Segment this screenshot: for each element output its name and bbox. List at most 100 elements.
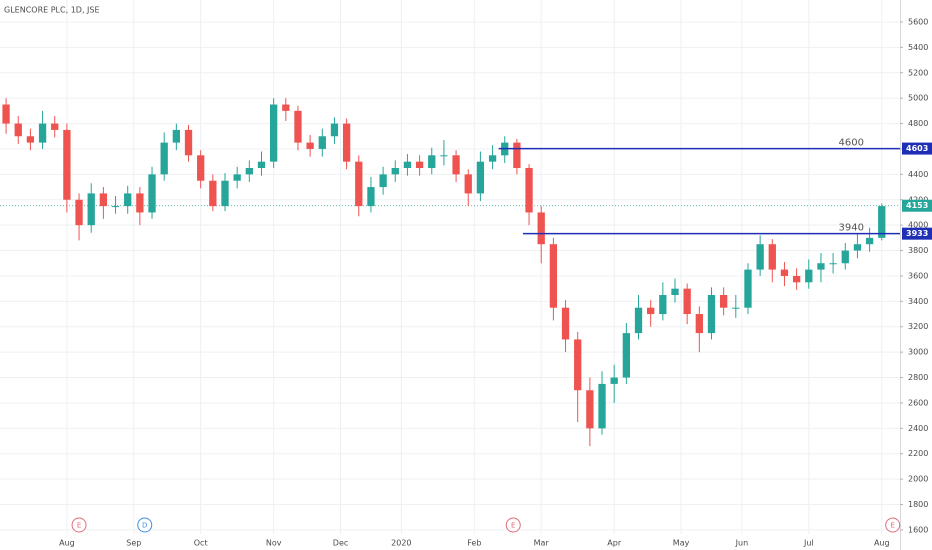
y-tick-label: 4800 [908,119,928,128]
candle-body [148,174,156,213]
y-tick-label: 2000 [908,475,928,484]
candle-body [75,199,83,226]
y-tick-label: 5000 [908,94,928,103]
x-tick-label: Jul [803,539,814,548]
event-label: E [511,522,515,530]
candle-body [549,244,558,308]
candle-body [197,155,205,181]
y-tick-label: 4400 [908,170,928,179]
y-tick-label: 2200 [908,449,928,458]
y-tick-label: 3400 [908,297,928,306]
event-label: E [890,522,894,530]
candle-body [476,161,485,194]
y-tick-label: 2800 [908,373,928,382]
candle-body [878,206,886,238]
candle-body [51,123,59,130]
candle-body [355,161,363,207]
candle-body [768,244,776,270]
candle-body [792,275,801,283]
candle-body [415,161,424,169]
level-label: 3940 [839,223,864,234]
candle-body [172,129,180,143]
x-tick-label: Mar [534,539,550,548]
candle-body [683,288,691,315]
candle-body [184,129,193,156]
y-tick-label: 1800 [908,500,928,509]
last-price-badge [902,199,932,212]
event-label: D [142,522,147,530]
candle-body [403,161,412,169]
y-tick-label: 3800 [908,246,928,255]
candle-body [865,237,874,245]
candle-body [111,206,120,208]
candle-body [817,263,825,270]
candle-body [257,161,266,169]
candle-body [671,288,679,296]
candle-body [464,174,472,194]
candle-body [622,333,630,378]
x-tick-label: Aug [59,539,75,548]
candle-body [513,142,521,169]
candle-body [452,155,460,175]
candle-body [695,314,703,334]
x-tick-label: Dec [333,539,348,548]
candle-body [14,123,22,137]
candle-body [428,155,436,169]
y-tick-label: 4000 [908,221,928,230]
candle-body [2,104,10,124]
candle-body [391,168,399,175]
candle-body [732,307,740,309]
candle-body [294,110,302,143]
candle-body [306,142,314,149]
candle-body [647,307,655,315]
event-marker [137,517,153,533]
y-tick-label: 2400 [908,424,928,433]
candle-body [707,295,716,334]
x-tick-label: Apr [607,539,622,548]
candle-body [440,155,448,157]
candle-body [841,250,849,264]
candle-body [610,377,618,384]
y-tick-label: 5600 [908,17,928,26]
candle-body [488,155,497,162]
candle-body [245,168,253,175]
candle-body [233,174,241,181]
y-tick-label: 3200 [908,322,928,331]
candle-body [282,104,290,111]
candle-body [318,136,326,149]
candle-body [561,307,570,340]
candle-body [805,269,813,283]
event-marker [885,517,901,533]
candle-body [537,212,545,245]
candle-body [221,180,229,207]
candle-body [209,180,217,207]
y-tick-label: 1600 [908,525,928,534]
candle-body [63,129,71,200]
candle-body [780,269,789,276]
y-tick-label: 5200 [908,68,928,77]
x-tick-label: May [673,539,690,548]
chart-title: GLENCORE PLC, 1D, JSE [4,6,100,15]
candle-body [659,295,667,315]
event-marker [505,517,521,533]
candle-body [87,193,95,226]
candle-body [525,168,533,213]
candle-body [99,193,108,207]
level-badge-label: 3933 [906,229,928,238]
candle-body [720,295,728,308]
y-tick-label: 3000 [908,348,928,357]
x-tick-label: Aug [874,539,890,548]
level-label: 4600 [839,138,864,149]
candle-body [270,104,278,162]
x-tick-label: 2020 [391,539,411,548]
candle-body [634,307,643,334]
candle-body [367,187,375,207]
level-badge [902,227,932,240]
event-marker [71,517,87,533]
candle-body [26,136,35,143]
candle-body [136,193,144,213]
candle-body [574,339,582,391]
candle-body [586,390,594,429]
